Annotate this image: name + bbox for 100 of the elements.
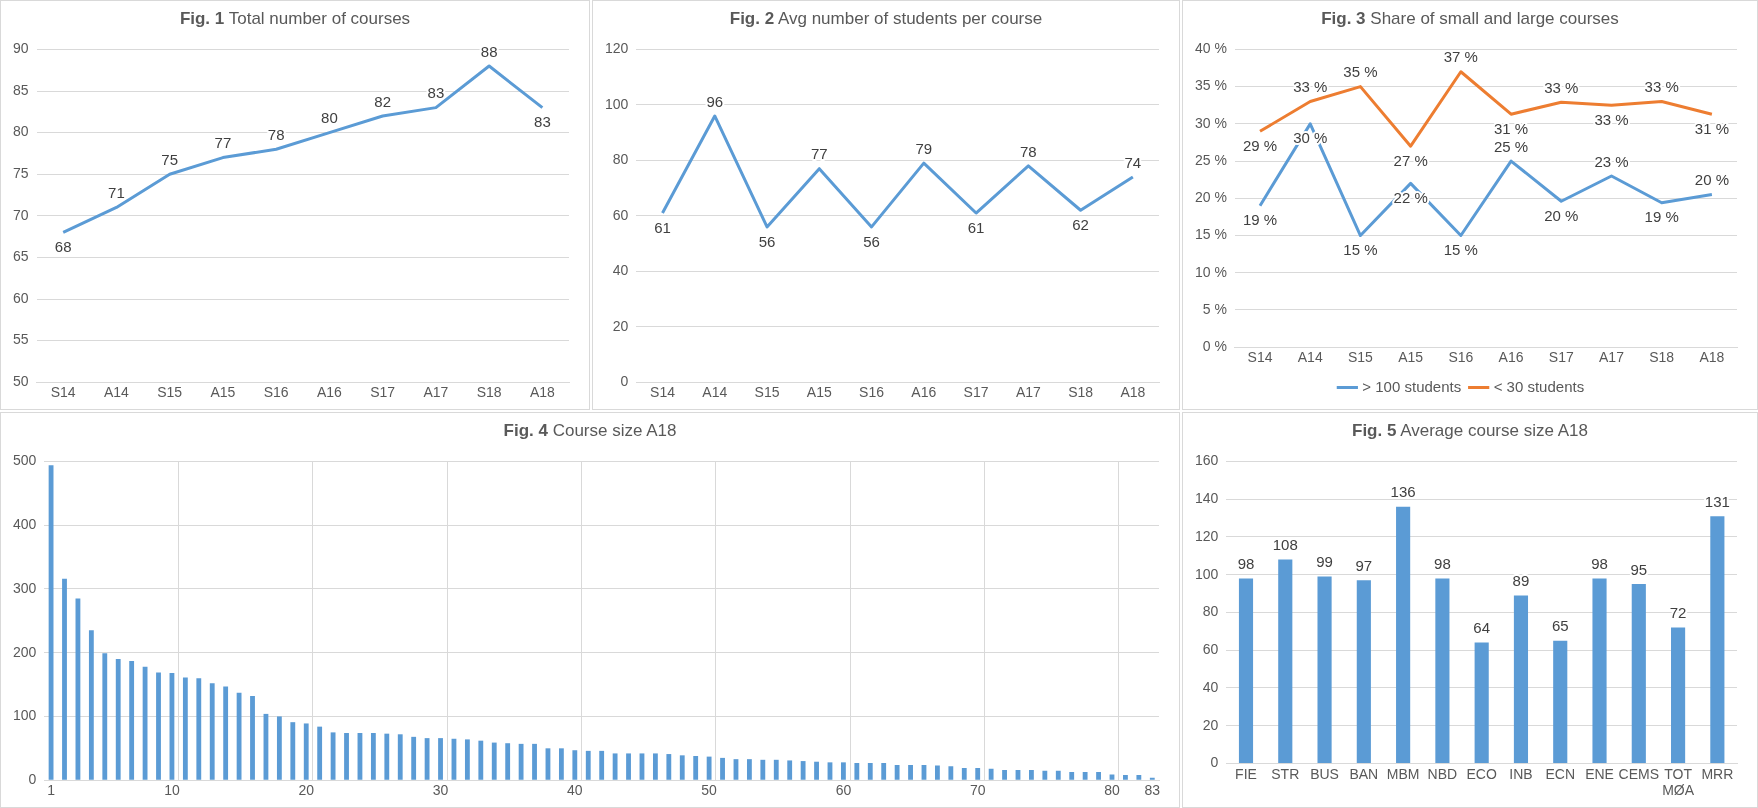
data-label: 20 %	[1694, 171, 1729, 189]
bar	[558, 748, 564, 780]
data-label: 33 %	[1644, 78, 1679, 96]
data-label: 71	[108, 184, 125, 202]
x-tick-label: S16	[263, 384, 289, 401]
y-tick-label: 80	[612, 151, 629, 168]
data-label: 61	[654, 218, 671, 236]
bar	[1109, 774, 1115, 780]
bar	[223, 686, 229, 780]
data-label: 77	[214, 134, 232, 152]
y-tick-label: 15 %	[1194, 226, 1227, 243]
x-tick-label: S14	[50, 384, 76, 401]
bar	[532, 743, 537, 780]
data-label: 80	[321, 109, 338, 127]
bar	[666, 754, 672, 780]
bar	[961, 768, 967, 780]
data-label: 136	[1390, 483, 1416, 501]
x-tick-label: A16	[316, 384, 343, 401]
bar	[1396, 506, 1411, 763]
bar	[1149, 777, 1155, 780]
x-tick-label: 50	[701, 782, 718, 799]
data-label: 77	[810, 145, 828, 163]
y-tick-label: 40	[612, 262, 629, 279]
y-tick-label: 90	[12, 40, 29, 57]
x-tick-label: A14	[702, 384, 728, 401]
bar	[1042, 770, 1048, 780]
bar	[1136, 775, 1142, 780]
bar	[1278, 559, 1293, 763]
y-tick-label: 60	[1202, 641, 1219, 658]
bar	[236, 692, 242, 780]
chart-title: Fig. 4 Course size A18	[502, 421, 678, 442]
bar	[411, 736, 417, 780]
bar	[1671, 627, 1686, 763]
data-label: 62	[1072, 215, 1089, 233]
y-tick-label: 60	[612, 206, 629, 223]
x-tick-label: S17	[963, 384, 989, 401]
bar	[62, 578, 67, 780]
y-tick-label: 65	[12, 248, 29, 265]
y-tick-label: 0	[620, 373, 629, 390]
x-tick-label: A17	[1015, 384, 1041, 401]
data-label: 23 %	[1594, 152, 1629, 170]
x-tick-label: BAN	[1349, 765, 1379, 782]
bar	[599, 750, 605, 780]
bar	[1710, 516, 1725, 763]
bar	[505, 743, 511, 780]
data-label: 56	[863, 232, 880, 250]
bar	[585, 750, 591, 780]
bar	[317, 726, 323, 780]
x-tick-label: CEMS	[1618, 765, 1660, 782]
legend-label: < 30 students	[1493, 377, 1585, 395]
data-label: 72	[1669, 604, 1687, 622]
x-tick-label: A18	[529, 384, 556, 401]
y-tick-label: 70	[12, 206, 29, 223]
bar	[948, 766, 954, 780]
data-label: 33 %	[1594, 110, 1629, 128]
y-tick-label: 160	[1195, 452, 1219, 469]
bar	[156, 672, 161, 780]
x-tick-label: S15	[157, 384, 183, 401]
y-tick-label: 0	[1210, 754, 1219, 771]
x-tick-label: 60	[835, 782, 852, 799]
y-tick-label: 140	[1195, 490, 1219, 507]
chart-title: Fig. 5 Average course size A18	[1351, 421, 1589, 442]
x-tick-label: S14	[650, 384, 676, 401]
x-tick-label: ECO	[1466, 765, 1497, 782]
x-tick-label: S15	[754, 384, 780, 401]
y-tick-label: 30 %	[1194, 114, 1227, 131]
bar	[1356, 580, 1371, 763]
x-tick-label: BUS	[1310, 765, 1339, 782]
y-tick-label: 100	[1195, 565, 1219, 582]
data-label: 98	[1434, 555, 1451, 573]
data-label: 19 %	[1644, 208, 1679, 226]
bar	[518, 743, 524, 780]
bar	[867, 762, 873, 780]
data-label: 79	[915, 139, 933, 157]
bar	[1002, 770, 1007, 780]
data-label: 25 %	[1493, 137, 1529, 155]
bar	[894, 764, 900, 780]
bar	[800, 761, 806, 780]
x-tick-label: S17	[1548, 349, 1574, 366]
bar	[814, 761, 819, 780]
data-label: 83	[427, 84, 445, 102]
x-tick-label: A18	[1699, 349, 1725, 366]
y-tick-label: 400	[13, 516, 37, 533]
data-label: 65	[1551, 617, 1569, 635]
data-label: 99	[1316, 553, 1333, 571]
x-tick-label: A15	[210, 384, 236, 401]
chart-title: Fig. 2 Avg number of students per course	[728, 9, 1044, 30]
x-tick-label: S18	[1649, 349, 1675, 366]
y-tick-label: 20	[1202, 716, 1219, 733]
x-tick-label: A16	[1498, 349, 1524, 366]
y-tick-label: 35 %	[1194, 77, 1227, 94]
bar	[1096, 771, 1101, 780]
bar	[196, 678, 202, 780]
x-tick-label: A18	[1120, 384, 1146, 401]
x-tick-label: TOT MØA	[1662, 765, 1695, 799]
bar	[1029, 770, 1034, 780]
bar	[303, 723, 309, 780]
bar	[840, 762, 846, 780]
bar	[115, 659, 121, 780]
bar	[572, 750, 578, 780]
